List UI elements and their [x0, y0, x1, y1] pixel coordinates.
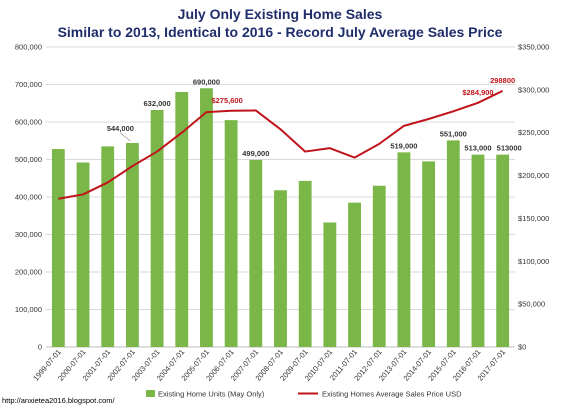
bar-data-label: 551,000	[440, 129, 467, 138]
bar	[150, 110, 164, 347]
legend-label-price: Existing Homes Average Sales Price USD	[322, 390, 462, 399]
left-tick-label: 400,000	[15, 193, 42, 202]
bar-data-label: 513000	[497, 144, 522, 153]
bar-data-label: 632,000	[144, 99, 171, 108]
bar	[249, 159, 263, 347]
left-tick-label: 600,000	[15, 118, 42, 127]
bar	[175, 92, 189, 347]
bar	[323, 222, 337, 347]
price-line	[58, 89, 504, 200]
bar-data-label: 544,000	[107, 124, 134, 133]
right-tick-label: $0	[518, 343, 526, 352]
bar	[125, 143, 139, 347]
bar	[348, 202, 361, 347]
left-tick-label: 500,000	[15, 155, 42, 164]
bar-data-label: 499,000	[242, 149, 269, 158]
bar	[372, 185, 386, 347]
chart-subtitle: Similar to 2013, Identical to 2016 - Rec…	[58, 24, 503, 40]
right-tick-label: $150,000	[518, 214, 549, 223]
line-data-label: $284,900	[462, 88, 493, 97]
right-tick-label: $300,000	[518, 85, 549, 94]
right-tick-label: $50,000	[518, 300, 545, 309]
legend-label-units: Existing Home Units (May Only)	[158, 390, 265, 399]
bar	[298, 180, 312, 347]
bar	[51, 149, 65, 347]
bar-data-label: 513,000	[464, 144, 491, 153]
line-data-labels: $275,600 $284,900 298800	[211, 76, 515, 105]
bar	[397, 152, 411, 347]
right-tick-label: $350,000	[518, 43, 549, 52]
bar	[274, 190, 287, 347]
bar	[422, 161, 436, 347]
line-series	[58, 89, 504, 200]
left-tick-label: 100,000	[15, 305, 42, 314]
bar-data-label: 519,000	[390, 141, 417, 150]
left-axis-ticks: 0 100,000 200,000 300,000 400,000 500,000 600,…	[15, 43, 42, 352]
bar	[101, 146, 115, 347]
line-data-label: 298800	[490, 76, 515, 85]
right-tick-label: $250,000	[518, 128, 549, 137]
bar	[471, 154, 485, 347]
legend-swatch-units	[146, 390, 155, 397]
label-leader-line	[120, 132, 131, 142]
bar	[496, 154, 510, 347]
right-axis-ticks: $0 $50,000 $100,000 $150,000 $200,000 $250,00…	[518, 43, 549, 352]
legend: Existing Home Units (May Only) Existing …	[146, 390, 462, 399]
source-url: http://anxietea2016.blogspot.com/	[2, 396, 115, 405]
bar-data-labels: 544,000 632,000 690,000 499,000 519,000 551,0…	[107, 77, 522, 158]
left-tick-label: 800,000	[15, 43, 42, 52]
bar	[446, 140, 460, 347]
left-tick-label: 300,000	[15, 230, 42, 239]
line-data-label: $275,600	[211, 96, 242, 105]
bar	[76, 162, 90, 347]
left-tick-label: 700,000	[15, 80, 42, 89]
bar-data-label: 690,000	[193, 77, 220, 86]
right-tick-label: $200,000	[518, 171, 549, 180]
right-tick-label: $100,000	[518, 257, 549, 266]
bar	[200, 88, 213, 347]
chart-title: July Only Existing Home Sales	[178, 6, 383, 22]
bar-series	[51, 88, 510, 347]
left-tick-label: 200,000	[15, 268, 42, 277]
left-tick-label: 0	[38, 343, 42, 352]
bar	[224, 120, 238, 347]
